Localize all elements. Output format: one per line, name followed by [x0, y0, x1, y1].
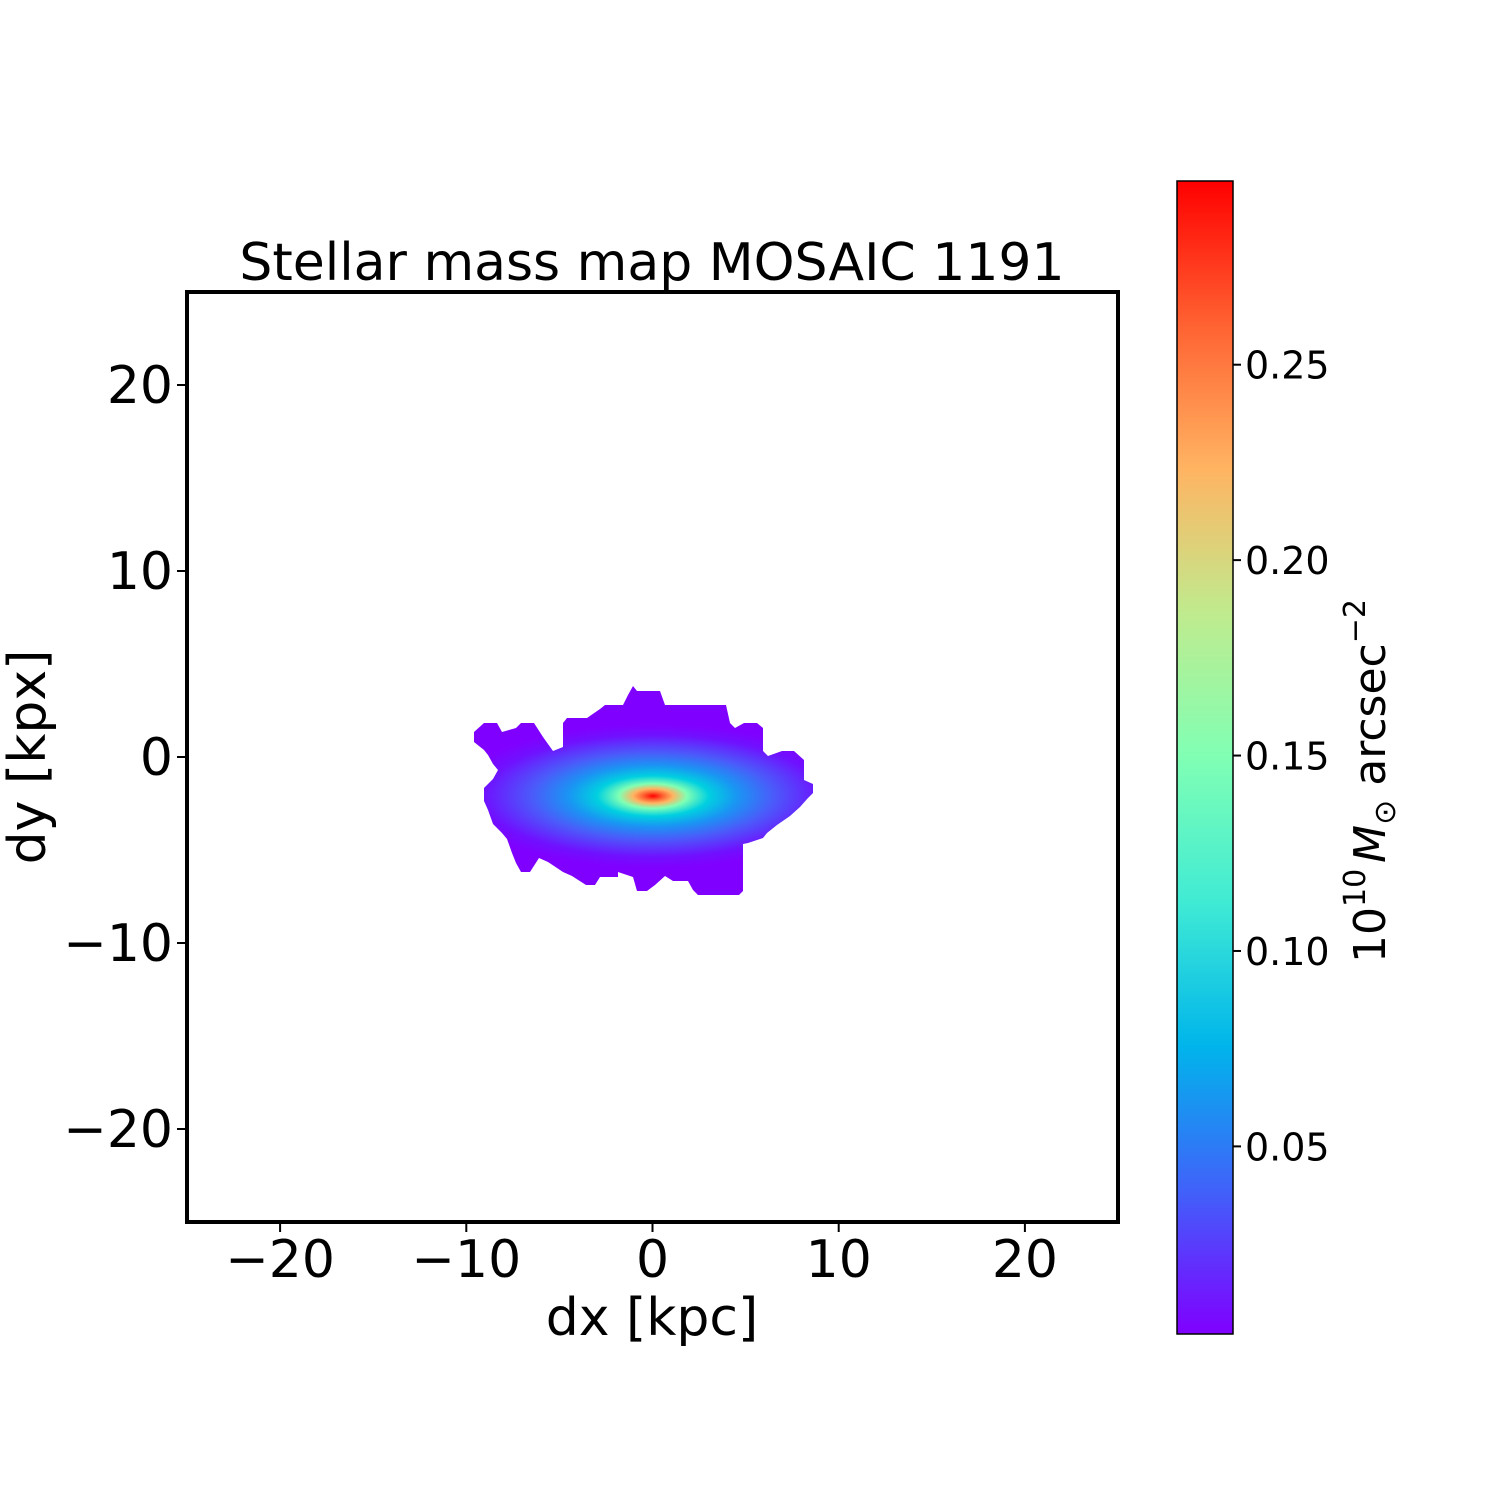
cb-label-base: 10	[1345, 907, 1396, 963]
y-tick-label: 20	[107, 356, 173, 416]
cb-label-rest: arcsec	[1345, 643, 1396, 799]
x-tick-label: 10	[806, 1230, 872, 1290]
colorbar-tick-label: 0.20	[1245, 539, 1330, 583]
cb-label-exp: 10	[1338, 869, 1373, 907]
y-tick-label: −10	[63, 914, 173, 974]
colorbar: 0.05 0.10 0.15 0.20 0.25 1010 M⊙ arcsec−2	[1176, 180, 1403, 1335]
colorbar-label: 1010 M⊙ arcsec−2	[1338, 599, 1403, 963]
y-axis: −20 −10 0 10 20	[63, 356, 187, 1160]
x-axis-label: dx [kpc]	[546, 1288, 759, 1348]
y-axis-label: dy [kpx]	[0, 650, 58, 865]
y-tick-label: −20	[63, 1100, 173, 1160]
plot-area	[185, 290, 1120, 1224]
galaxy-mass-map	[474, 686, 813, 895]
y-tick-label: 0	[140, 728, 173, 788]
chart-title: Stellar mass map MOSAIC 1191	[239, 233, 1064, 293]
x-tick-label: 20	[992, 1230, 1058, 1290]
colorbar-gradient	[1176, 180, 1234, 1335]
cb-label-unit: M	[1345, 825, 1396, 863]
x-tick-label: 0	[636, 1230, 669, 1290]
colorbar-tick-label: 0.25	[1245, 344, 1330, 388]
colorbar-tick-label: 0.15	[1245, 735, 1330, 779]
x-tick-label: −10	[411, 1230, 521, 1290]
colorbar-tick-label: 0.05	[1245, 1125, 1330, 1169]
cb-label-sub: ⊙	[1368, 800, 1403, 825]
x-tick-label: −20	[225, 1230, 335, 1290]
y-tick-label: 10	[107, 542, 173, 602]
colorbar-tick-label: 0.10	[1245, 930, 1330, 974]
x-axis: −20 −10 0 10 20	[225, 1222, 1058, 1290]
cb-label-rest-exp: −2	[1338, 599, 1373, 643]
colorbar-ticks: 0.05 0.10 0.15 0.20 0.25	[1233, 344, 1330, 1169]
